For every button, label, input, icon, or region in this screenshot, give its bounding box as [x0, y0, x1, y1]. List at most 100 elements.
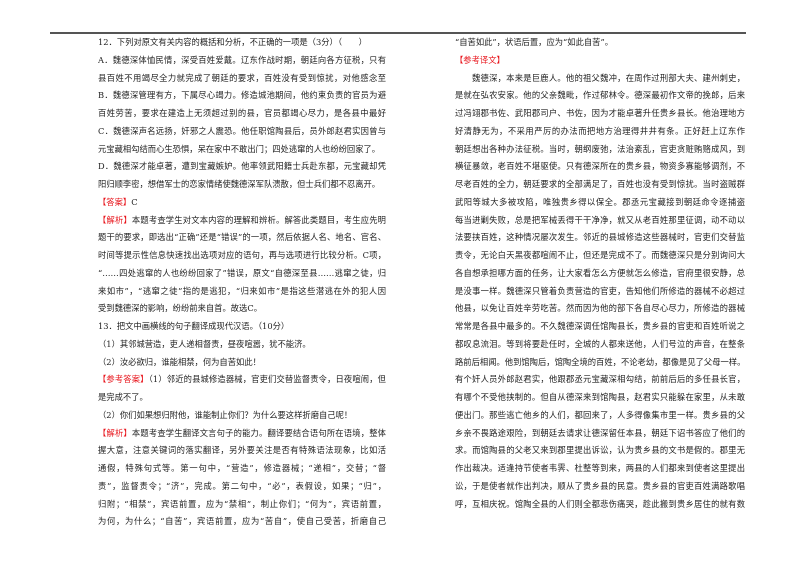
text-line: 他县，以免让百姓辛劳吃苦。然而因为他的部下各自尽心尽力，所修造的器械又 — [455, 300, 745, 318]
text-line: 好清静无为，不采用严厉的办法而把地方治理得井井有条。正好赶上辽东作战， — [455, 123, 745, 141]
line-text: （2）汝必欲归，谁能相禁，何为自苦如此！ — [98, 356, 261, 367]
text-line: 12．下列对原文有关内容的概括和分析，不正确的一项是（3分）（ ） — [98, 34, 386, 52]
line-text: 魏德深，本来是巨鹿人。他的祖父魏冲，在周作过刑部大夫、建州刺史，于 — [472, 72, 745, 83]
text-line: （2）汝必欲归，谁能相禁，何为自苦如此！ — [98, 354, 386, 372]
line-text: 尽老百姓的全力，朝廷要求的全部满足了，百姓也没有受到惊扰。当时盗贼群起， — [455, 179, 745, 189]
text-line: 尽老百姓的全力，朝廷要求的全部满足了，百姓也没有受到惊扰。当时盗贼群起， — [455, 176, 745, 194]
text-line: A．魏德深体恤民情，深受百姓爱戴。辽东作战时期，朝廷向各方征税，只有贵乡 — [98, 52, 386, 70]
line-text: 县百姓不用竭尽全力就完成了朝廷的要求，百姓没有受到惊扰，对他感念至深。 — [98, 72, 386, 83]
text-line: 各自想承担哪方面的任务，让大家看怎么方便就怎么修造，官府里很安静，总像 — [455, 265, 745, 283]
line-text: 本题考查学生翻译文言句子的能力。翻译要结合语句所在语境，整体把 — [131, 427, 386, 438]
text-line: 县百姓不用竭尽全力就完成了朝廷的要求，百姓没有受到惊扰，对他感念至深。 — [98, 70, 386, 88]
text-line: 便出门。那些逃亡他乡的人们，都回来了，人多得像集市里一样。贵乡县的父老 — [455, 407, 745, 425]
text-line: 通假，特殊句式等。第一句中，“营造”，修造器械；“递相”，交替；“督 — [98, 460, 386, 478]
line-text: 为何，为什么；“自苦”，宾语前置，应为“苦自”，使自己受苦，折磨自己 — [98, 516, 386, 527]
text-line: （2）你们如果想归附他，谁能制止你们？为什么要这样折磨自己呢！ — [98, 407, 386, 425]
line-text: 13．把文中画横线的句子翻译成现代汉语。（10分） — [98, 321, 290, 331]
line-text: 武阳等城大多被攻陷，唯独贵乡得以保全。郡丞元宝藏接到朝廷命令逐捕盗贼， — [455, 196, 745, 207]
line-text: 12．下列对原文有关内容的概括和分析，不正确的一项是（3分）（ ） — [98, 37, 367, 47]
text-line: “自苦如此”，状语后置，应为“如此自苦”。 — [455, 34, 745, 52]
line-text: 路前后相闻。他到馆陶后，馆陶全境的百姓，不论老幼，都像是见了父母一样。 — [455, 356, 746, 367]
line-text: 握大意，注意关键词的落实翻译，另外要关注是否有特殊语法现象，比如活用， — [98, 445, 386, 456]
text-line: 阳归顺李密，想借军士的恋家情绪使魏德深军队溃散，但士兵们都不忍离开。 — [98, 176, 386, 194]
section-label: 【参考译文】 — [455, 54, 505, 65]
line-text: 乡亲不畏路途艰险，到朝廷去请求让德深留任本县，朝廷下诏书答应了他们的请 — [455, 427, 745, 438]
text-line: 【解析】本题考查学生翻译文言句子的能力。翻译要结合语句所在语境，整体把 — [98, 425, 386, 443]
text-line: 朝廷想出各种办法征税。当时，朝纲废弛，法治紊乱，官吏贪赃贿赂成风，到处 — [455, 141, 745, 159]
line-text: 常常是各县中最多的。不久魏德深调任馆陶县长，贵乡县的官吏和百姓听说之后， — [455, 321, 745, 331]
line-text: 横征暴敛，老百姓不堪驱使。只有德深所在的贵乡县，物资多寡能够调剂，不竭 — [455, 161, 745, 172]
line-text: 求。而馆陶县的父老又来到郡里提出诉讼，认为贵乡县的文书是假的。郡里无法 — [455, 445, 745, 456]
text-line: 是没事一样。魏德深只管着负责营造的官吏，告知他们所修造的器械不必超过其 — [455, 283, 745, 301]
text-line: 魏德深，本来是巨鹿人。他的祖父魏冲，在周作过刑部大夫、建州刺史，于 — [455, 70, 745, 88]
text-line: 武阳等城大多被攻陷，唯独贵乡得以保全。郡丞元宝藏接到朝廷命令逐捕盗贼， — [455, 194, 745, 212]
text-line: （1）其邻城营造，吏人递相督责，昼夜喧嚣，犹不能济。 — [98, 336, 386, 354]
text-line: 常常是各县中最多的。不久魏德深调任馆陶县长，贵乡县的官吏和百姓听说之后， — [455, 318, 745, 336]
line-text: 过冯翊郡书佐、武阳郡司户、书佐，因为才能卓著升任贵乡县长。他治理地方喜 — [455, 108, 745, 118]
text-line: B．魏德深管理有方，下属尽心竭力。修造城池期间，他约束负责的官员为避免使 — [98, 87, 386, 105]
section-label: 【参考答案】 — [98, 374, 149, 385]
text-line: 法要挟百姓，这种情况屡次发生。邻近的县城修造这些器械时，官吏们交替监督 — [455, 229, 745, 247]
line-text: 责”，监督责令；“济”，完成。第二句中，“必”，表假设，如果；“归”， — [98, 480, 386, 491]
text-line: 责令，无论白天黑夜都喧闹不止，但还是完成不了。而魏德深只是分别询问大家 — [455, 247, 745, 265]
line-text: 元宝藏相勾结而心生恐惧，呆在家中不敢出门；四处逃窜的人也纷纷回家了。 — [98, 143, 381, 154]
text-line: 都叹息流泪。等到将要赴任时，全城的人都来送他，人们号泣的声音，在整条道 — [455, 336, 745, 354]
line-text: 每当进剿失败，总是把军械丢得干干净净，就又从老百姓那里征调，动不动以军 — [455, 214, 745, 225]
text-line: 求。而馆陶县的父老又来到郡里提出诉讼，认为贵乡县的文书是假的。郡里无法 — [455, 442, 745, 460]
text-line: 作出裁决。适逢持节使者韦霁、杜整等到来，两县的人们都来到使者这里提出诉 — [455, 460, 745, 478]
line-text: 题干的要求，即选出“正确”还是“错误”的一项，然后依据人名、地名、官名、 — [98, 232, 386, 243]
text-line: 横征暴敛，老百姓不堪驱使。只有德深所在的贵乡县，物资多寡能够调剂，不竭 — [455, 158, 745, 176]
line-text: 便出门。那些逃亡他乡的人们，都回来了，人多得像集市里一样。贵乡县的父老 — [455, 409, 745, 420]
line-text: （1）邻近的县城修造器械，官吏们交替监督责令，日夜喧闹，但还 — [148, 374, 386, 385]
line-text: 他县，以免让百姓辛劳吃苦。然而因为他的部下各自尽心尽力，所修造的器械又 — [455, 303, 745, 314]
text-line: 路前后相闻。他到馆陶后，馆陶全境的百姓，不论老幼，都像是见了父母一样。 — [455, 354, 745, 372]
text-line: 百姓劳苦，要求在建造上无须超过别的县，官员都竭心尽力，是各县中最好的。 — [98, 105, 386, 123]
line-text: 好清静无为，不采用严厉的办法而把地方治理得井井有条。正好赶上辽东作战， — [455, 125, 745, 136]
line-text: 呼，互相庆祝。馆陶全县的人们则全都悲伤痛哭，趁此搬到贵乡居住的就有数百 — [455, 498, 745, 509]
line-text: 是没事一样。魏德深只管着负责营造的官吏，告知他们所修造的器械不必超过其 — [455, 285, 745, 296]
text-line: 呼，互相庆祝。馆陶全县的人们则全都悲伤痛哭，趁此搬到贵乡居住的就有数百 — [455, 496, 745, 514]
line-text: （2）你们如果想归附他，谁能制止你们？为什么要这样折磨自己呢！ — [98, 409, 353, 420]
text-line: 有个奸人员外郎赵君实，他跟郡丞元宝藏深相勾结，前前后后的多任县长官，没 — [455, 371, 745, 389]
text-line: 13．把文中画横线的句子翻译成现代汉语。（10分） — [98, 318, 386, 336]
line-text: 是就在弘农安家。他的父亲魏毗，作过郁林令。德深最初作文帝的挽郎，后来作 — [455, 90, 745, 101]
left-column: 12．下列对原文有关内容的概括和分析，不正确的一项是（3分）（ ） A．魏德深体恤… — [98, 34, 386, 531]
line-text: D．魏德深才能卓著，遭到宝藏嫉妒。他率领武阳籍士兵赴东都，元宝藏却凭借武 — [98, 161, 386, 172]
line-text: 通假，特殊句式等。第一句中，“营造”，修造器械；“递相”，交替；“督 — [98, 463, 386, 473]
text-line: 有哪个不受他挟制的。但自从德深来到馆陶县，赵君实只能躲在家里，从未敢随 — [455, 389, 745, 407]
text-line: C．魏德深声名远扬，奸邪之人震恐。他任职馆陶县后，员外郎赵君实因曾与郡丞 — [98, 123, 386, 141]
text-line: “……四处逃窜的人也纷纷回家了”错误，原文“自德深至县……逃窜之徒，归 — [98, 265, 386, 283]
line-text: “自苦如此”，状语后置，应为“如此自苦”。 — [455, 37, 614, 47]
text-line: 题干的要求，即选出“正确”还是“错误”的一项，然后依据人名、地名、官名、 — [98, 229, 386, 247]
line-text: B．魏德深管理有方，下属尽心竭力。修造城池期间，他约束负责的官员为避免使 — [98, 90, 386, 101]
line-text: 有哪个不受他挟制的。但自从德深来到馆陶县，赵君实只能躲在家里，从未敢随 — [455, 392, 745, 402]
text-line: 【参考答案】（1）邻近的县城修造器械，官吏们交替监督责令，日夜喧闹，但还 — [98, 371, 386, 389]
text-line: 【参考译文】 — [455, 52, 745, 70]
text-line: 乡亲不畏路途艰险，到朝廷去请求让德深留任本县，朝廷下诏书答应了他们的请 — [455, 425, 745, 443]
right-column: “自苦如此”，状语后置，应为“如此自苦”。 【参考译文】魏德深，本来是巨鹿人。他的… — [455, 34, 745, 513]
text-line: 过冯翊郡书佐、武阳郡司户、书佐，因为才能卓著升任贵乡县长。他治理地方喜 — [455, 105, 745, 123]
text-line: 是就在弘农安家。他的父亲魏毗，作过郁林令。德深最初作文帝的挽郎，后来作 — [455, 87, 745, 105]
line-text: 有个奸人员外郎赵君实，他跟郡丞元宝藏深相勾结，前前后后的多任县长官，没 — [455, 374, 745, 385]
line-text: （1）其邻城营造，吏人递相督责，昼夜喧嚣，犹不能济。 — [98, 338, 311, 349]
line-text: 是完成不了。 — [98, 392, 148, 402]
text-line: 是完成不了。 — [98, 389, 386, 407]
text-line: 归附；“相禁”，宾语前置，应为“禁相”，制止你们；“何为”，宾语前置， — [98, 496, 386, 514]
line-text: C．魏德深声名远扬，奸邪之人震恐。他任职馆陶县后，员外郎赵君实因曾与郡丞 — [98, 125, 386, 136]
line-text: 受到魏德深的影响，纷纷前来自首。故选C。 — [98, 303, 262, 314]
section-label: 【解析】 — [98, 214, 132, 225]
text-line: 讼，于是使者就作出判决，顺从了贵乡县的民意。贵乡县的官吏百姓满路歌唱欢 — [455, 478, 745, 496]
text-line: 来如市”，“逃窜之徒”指的是逃犯，“归来如市”是指这些潜逃在外的犯人因 — [98, 283, 386, 301]
line-text: 作出裁决。适逢持节使者韦霁、杜整等到来，两县的人们都来到使者这里提出诉 — [455, 463, 745, 473]
line-text: 法要挟百姓，这种情况屡次发生。邻近的县城修造这些器械时，官吏们交替监督 — [455, 232, 745, 243]
text-line: 受到魏德深的影响，纷纷前来自首。故选C。 — [98, 300, 386, 318]
line-text: 都叹息流泪。等到将要赴任时，全城的人都来送他，人们号泣的声音，在整条道 — [455, 338, 745, 349]
section-label: 【答案】 — [98, 196, 132, 207]
line-text: 朝廷想出各种办法征税。当时，朝纲废弛，法治紊乱，官吏贪赃贿赂成风，到处 — [455, 143, 745, 154]
line-text: “……四处逃窜的人也纷纷回家了”错误，原文“自德深至县……逃窜之徒，归 — [98, 267, 386, 278]
text-line: 责”，监督责令；“济”，完成。第二句中，“必”，表假设，如果；“归”， — [98, 478, 386, 496]
line-text: 阳归顺李密，想借军士的恋家情绪使魏德深军队溃散，但士兵们都不忍离开。 — [98, 179, 381, 189]
line-text: 讼，于是使者就作出判决，顺从了贵乡县的民意。贵乡县的官吏百姓满路歌唱欢 — [455, 480, 745, 491]
section-label: 【解析】 — [98, 427, 132, 438]
text-line: 握大意，注意关键词的落实翻译，另外要关注是否有特殊语法现象，比如活用， — [98, 442, 386, 460]
